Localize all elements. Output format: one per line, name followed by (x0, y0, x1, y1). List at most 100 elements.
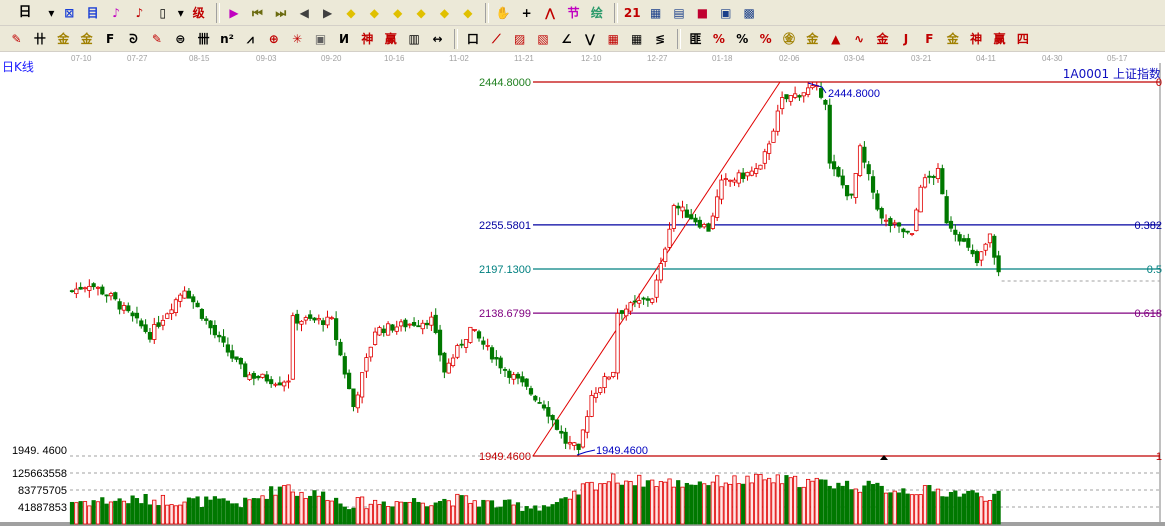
parallel-lines-icon[interactable]: 卄 (33, 31, 46, 46)
fan-icon[interactable]: ⟋ (492, 31, 501, 46)
print-icon[interactable]: ▩ (743, 5, 755, 20)
volume-bar (485, 500, 490, 525)
indicator-9-icon[interactable]: ♪ (135, 5, 144, 20)
hand-icon[interactable]: ✋ (495, 5, 511, 20)
grid-icon[interactable]: ▦ (607, 31, 619, 46)
j-angle-icon[interactable]: J (903, 31, 909, 46)
box-icon[interactable]: ▣ (314, 31, 327, 46)
candle-body (767, 143, 772, 154)
candle (377, 325, 382, 336)
god-angle-icon[interactable]: 神 (970, 31, 983, 46)
zoom-in-icon[interactable]: ◆ (393, 5, 403, 20)
globe-icon[interactable]: 绘 (590, 5, 603, 20)
gold-band-icon[interactable]: 金 (806, 31, 819, 46)
candle-body (230, 350, 235, 359)
eraser-icon[interactable]: ✎ (151, 31, 162, 46)
candle (723, 173, 728, 186)
multi-window-icon[interactable]: ⊠ (64, 5, 75, 20)
notes-icon[interactable]: ▤ (673, 5, 685, 20)
candle-body (264, 374, 269, 382)
star-icon[interactable]: ✳ (292, 31, 303, 46)
period-dropdown-icon[interactable]: ▾ (48, 5, 55, 20)
square-fan-2-icon[interactable]: ▧ (537, 31, 549, 46)
pen-icon[interactable]: ✎ (11, 31, 22, 46)
candle (126, 302, 131, 313)
speed-lines-icon[interactable]: ≶ (655, 31, 666, 46)
volume-bar (338, 503, 343, 525)
percent-icon[interactable]: % (736, 31, 749, 46)
fibonacci-icon[interactable]: F (105, 31, 115, 46)
section-icon[interactable]: 节 (567, 5, 580, 20)
indicator-3-icon[interactable]: ♪ (112, 5, 120, 20)
gold-ratio-2-icon[interactable]: 金 (80, 31, 93, 46)
period-button[interactable]: 日 (18, 5, 32, 20)
rect-icon[interactable]: 口 (466, 31, 479, 46)
next-icon[interactable]: ▶ (322, 5, 333, 20)
marker-icon[interactable]: ▲ (831, 31, 841, 46)
shift-right-icon[interactable]: ◆ (369, 5, 379, 20)
candle-body (624, 308, 629, 317)
candle-body (286, 380, 291, 383)
gold-line-icon[interactable]: 金 (876, 31, 889, 46)
info-icon[interactable]: 目 (86, 5, 99, 20)
fit-icon[interactable]: ◆ (463, 5, 473, 20)
zigzag-icon[interactable]: ⋁ (584, 31, 595, 46)
target-icon[interactable]: ⊕ (268, 31, 279, 46)
expand-icon[interactable]: ◆ (439, 5, 450, 20)
period-lines-icon[interactable]: 匪 (689, 31, 702, 46)
candle (364, 353, 369, 379)
candle (823, 99, 828, 111)
f-angle-icon[interactable]: F (925, 31, 934, 46)
candle-body (628, 302, 633, 312)
god-icon[interactable]: 神 (361, 31, 374, 46)
spiral-icon[interactable]: ᘐ (129, 31, 138, 46)
candle-body (689, 214, 694, 220)
candle-dropdown-icon[interactable]: ▾ (177, 5, 184, 20)
last-icon[interactable]: ⏭ (275, 5, 287, 20)
volume-bar (230, 503, 235, 525)
toolbar-separator (613, 2, 618, 23)
calendar-icon[interactable]: 21 (623, 5, 641, 20)
shift-left-icon[interactable]: ◆ (346, 5, 356, 20)
volume-bar (732, 475, 737, 525)
grid-2-icon[interactable]: ▦ (630, 31, 643, 46)
ruler-icon[interactable]: ▥ (408, 31, 420, 46)
flag-icon[interactable]: ▶ (229, 5, 239, 20)
sine-icon[interactable]: ∿ (854, 31, 865, 46)
candle-type-icon[interactable]: ▯ (159, 5, 167, 20)
volume-bar (931, 491, 936, 525)
gann-fan-icon[interactable]: ∠ (561, 31, 572, 46)
wave-icon[interactable]: И (338, 31, 349, 46)
prev-icon[interactable]: ◀ (299, 5, 309, 20)
candle (264, 370, 269, 384)
exclude-icon[interactable]: 级 (192, 5, 205, 20)
win-angle-icon[interactable]: 赢 (993, 31, 1006, 46)
network-icon[interactable]: ▣ (720, 5, 732, 20)
measure-icon[interactable]: ↔ (432, 31, 443, 46)
win-icon[interactable]: 赢 (384, 31, 397, 46)
first-icon[interactable]: ⏮ (252, 5, 263, 20)
candle (589, 390, 594, 418)
grid-lines-icon[interactable]: 卌 (197, 31, 210, 46)
circle-icon[interactable]: ⊜ (175, 31, 186, 46)
candle-body (113, 292, 118, 300)
candle (533, 394, 538, 403)
percent-band-icon[interactable]: % (759, 31, 772, 46)
zoom-out-icon[interactable]: ◆ (416, 5, 426, 20)
candle-body (966, 238, 971, 248)
line-chart-icon[interactable]: ⋀ (545, 5, 556, 20)
gold-circle-icon[interactable]: ㊎ (782, 31, 795, 46)
gold-ratio-icon[interactable]: 金 (57, 31, 70, 46)
angle-icon[interactable]: ⩘ (247, 31, 254, 46)
save-icon[interactable]: ■ (696, 5, 709, 20)
square-fan-icon[interactable]: ▨ (514, 31, 526, 46)
candle-body (277, 382, 282, 386)
percent-line-icon[interactable]: % (712, 31, 725, 46)
crosshair-icon[interactable]: + (521, 5, 532, 20)
volume-bar (879, 485, 884, 525)
calculator-icon[interactable]: ▦ (649, 5, 662, 20)
four-angle-icon[interactable]: 四 (1016, 31, 1029, 46)
n-square-icon[interactable]: n² (220, 31, 234, 46)
gold-angle-icon[interactable]: 金 (946, 31, 959, 46)
